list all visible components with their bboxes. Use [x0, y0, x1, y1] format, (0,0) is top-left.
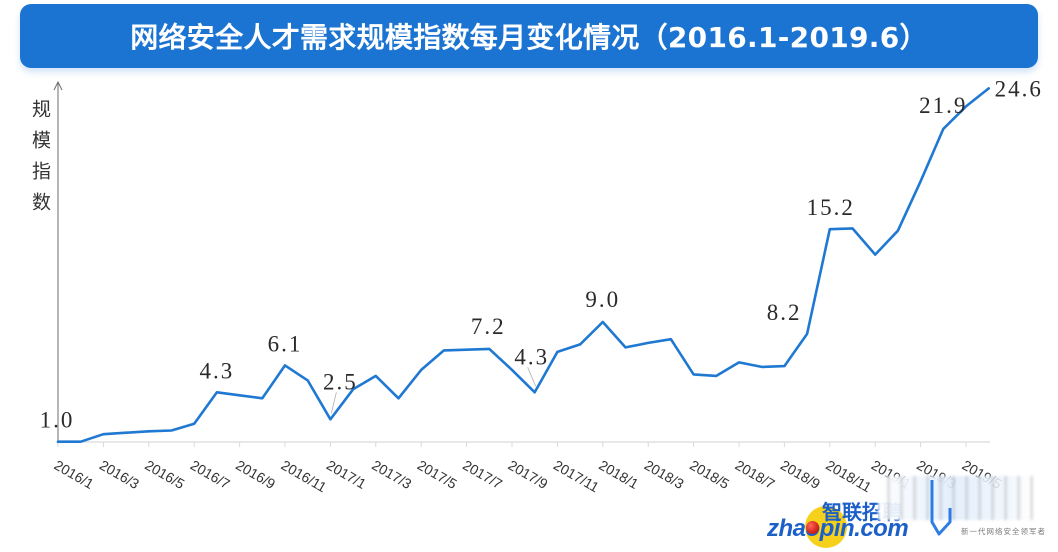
x-axis-tick-labels: 2016/1 2016/3 2016/5 2016/7 2016/9 2016/11201… — [52, 457, 1005, 496]
x-tick-label: 2016/1 — [52, 457, 97, 492]
shield-logo-icon — [930, 480, 952, 536]
data-label: 21.9 — [919, 93, 967, 118]
data-label: 4.3 — [514, 344, 549, 369]
zhaopin-red-dot-icon — [806, 521, 819, 534]
label-leader-lines — [331, 367, 537, 414]
leader-line — [527, 367, 537, 387]
y-axis-label: 规模指数 — [29, 99, 51, 223]
data-label: 9.0 — [585, 287, 620, 312]
watermark-tagline: 新一代网络安全领军者 — [961, 527, 1046, 536]
title-banner: 网络安全人才需求规模指数每月变化情况（2016.1-2019.6） — [20, 4, 1038, 68]
x-tick-label: 2016/3 — [97, 457, 142, 492]
watermark-blur-overlay — [878, 476, 1034, 520]
x-tick-label: 2016/7 — [188, 457, 233, 492]
data-label: 8.2 — [767, 300, 802, 325]
x-tick-label: 2018/3 — [642, 457, 687, 492]
x-tick-label: 2017/1 — [324, 457, 369, 492]
x-tick-label: 2016/9 — [233, 457, 278, 492]
x-tick-label: 2017/11 — [551, 457, 602, 496]
x-tick-label: 2017/3 — [369, 457, 414, 492]
x-tick-label: 2018/7 — [733, 457, 778, 492]
x-tick-label: 2017/5 — [415, 457, 460, 492]
series-line — [56, 87, 991, 444]
data-label: 24.6 — [995, 76, 1043, 101]
x-axis-ticks — [57, 442, 967, 447]
x-tick-label: 2016/11 — [279, 457, 330, 496]
data-labels: 1.0 4.3 6.1 2.5 7.2 4.3 9.0 8.2 15.2 21.9 24.6 — [40, 76, 1043, 433]
data-label: 7.2 — [471, 314, 506, 339]
x-tick-label: 2018/1 — [596, 457, 641, 492]
x-tick-label: 2018/11 — [823, 457, 874, 496]
data-label: 6.1 — [268, 331, 303, 356]
data-label: 1.0 — [40, 408, 75, 433]
x-tick-label: 2018/9 — [778, 457, 823, 492]
data-label: 4.3 — [200, 358, 235, 383]
data-label: 2.5 — [323, 369, 358, 394]
series-polyline — [56, 87, 991, 444]
leader-line — [331, 392, 337, 414]
x-tick-label: 2018/5 — [687, 457, 732, 492]
page-title: 网络安全人才需求规模指数每月变化情况（2016.1-2019.6） — [130, 21, 928, 54]
y-axis-arrow-icon — [53, 80, 63, 91]
x-tick-label: 2016/5 — [142, 457, 187, 492]
x-tick-label: 2017/7 — [460, 457, 505, 492]
axes — [53, 80, 990, 443]
x-tick-label: 2017/9 — [506, 457, 551, 492]
data-label: 15.2 — [807, 195, 855, 220]
